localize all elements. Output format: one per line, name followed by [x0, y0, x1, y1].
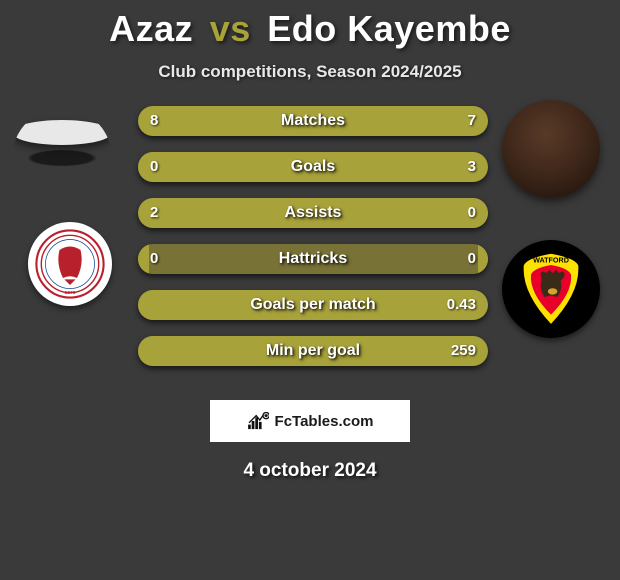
branding-text: FcTables.com: [275, 413, 374, 430]
middlesbrough-icon: 1876: [35, 229, 105, 299]
vs-label: vs: [210, 8, 251, 49]
watford-icon: WATFORD: [511, 249, 591, 329]
stat-label: Assists: [138, 198, 488, 228]
stat-label: Matches: [138, 106, 488, 136]
stat-row: 87Matches: [138, 106, 488, 136]
watford-text: WATFORD: [533, 256, 569, 265]
stat-label: Hattricks: [138, 244, 488, 274]
comparison-title: Azaz vs Edo Kayembe: [0, 0, 620, 50]
player2-club-badge: WATFORD: [502, 240, 600, 338]
stat-label: Min per goal: [138, 336, 488, 366]
fctables-icon: [247, 412, 269, 430]
player2-name: Edo Kayembe: [267, 8, 511, 49]
date-label: 4 october 2024: [0, 460, 620, 482]
stat-bars: 87Matches 03Goals 20Assists 00Hattricks 0.43…: [138, 106, 488, 382]
stat-row: 0.43Goals per match: [138, 290, 488, 320]
content-area: 1876 WATFORD 87Matches 03Goals 20Assists 00…: [0, 100, 620, 390]
subtitle: Club competitions, Season 2024/2025: [0, 62, 620, 82]
player1-silhouette: [12, 120, 112, 145]
stat-row: 00Hattricks: [138, 244, 488, 274]
svg-text:1876: 1876: [65, 290, 76, 296]
stat-label: Goals per match: [138, 290, 488, 320]
player1-avatar: [12, 108, 112, 208]
player1-name: Azaz: [109, 8, 193, 49]
stat-row: 259Min per goal: [138, 336, 488, 366]
player2-avatar: [502, 100, 600, 198]
stat-row: 20Assists: [138, 198, 488, 228]
player1-club-badge: 1876: [28, 222, 112, 306]
stat-row: 03Goals: [138, 152, 488, 182]
branding-box: FcTables.com: [210, 400, 410, 442]
stat-label: Goals: [138, 152, 488, 182]
